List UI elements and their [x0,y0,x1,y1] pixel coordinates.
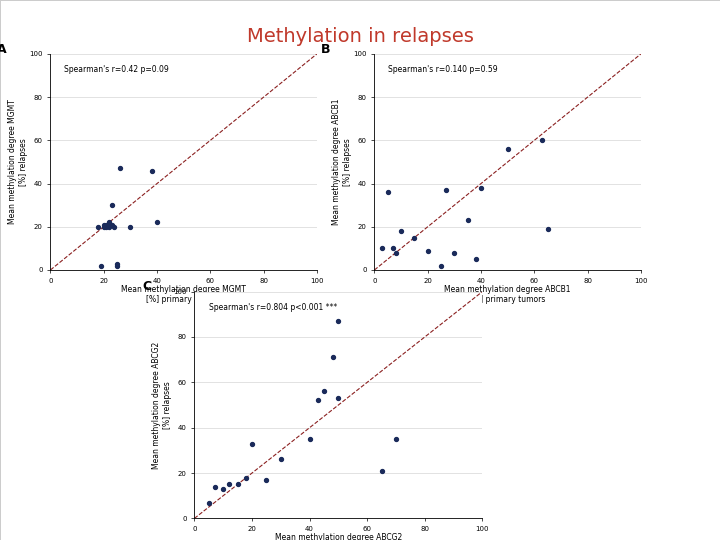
Point [98,220,109,229]
X-axis label: Mean methylation degree ABCB1
[%] primary tumors: Mean methylation degree ABCB1 [%] primar… [444,285,571,305]
Point [106,220,117,229]
Point [333,394,344,402]
Point [462,216,474,225]
Point [333,317,344,326]
Point [435,261,446,270]
Y-axis label: Mean methylation degree MGMT
[%] relapses: Mean methylation degree MGMT [%] relapse… [9,99,28,225]
Point [409,233,420,242]
Point [390,435,402,443]
Point [449,248,460,257]
Point [146,166,158,175]
Point [318,387,330,396]
Text: Spearman's r=0.804 p<0.001 ***: Spearman's r=0.804 p<0.001 *** [209,303,337,312]
Point [541,225,553,233]
Point [223,480,235,489]
Point [304,435,315,443]
Point [106,201,117,210]
X-axis label: Mean methylation degree MGMT
[%] primary tumors: Mean methylation degree MGMT [%] primary… [121,285,246,305]
Point [422,246,433,255]
Y-axis label: Mean methylation degree ABCB1
[%] relapses: Mean methylation degree ABCB1 [%] relaps… [333,99,352,225]
Point [114,164,125,173]
Point [109,222,120,231]
Point [441,186,452,194]
Point [151,218,163,227]
Point [377,244,388,253]
Point [470,255,482,264]
Point [382,188,394,197]
Point [103,218,114,227]
Point [261,476,272,484]
Point [275,455,287,464]
Y-axis label: Mean methylation degree ABCG2
[%] relapses: Mean methylation degree ABCG2 [%] relaps… [153,341,172,469]
Point [475,184,487,192]
Point [376,467,387,475]
Point [502,145,513,153]
Point [395,227,407,235]
Point [217,484,229,493]
Point [390,248,402,257]
Point [387,244,399,253]
Point [98,222,109,231]
Point [246,439,258,448]
Text: B: B [321,43,330,56]
Point [101,222,112,231]
Point [240,473,252,482]
Point [103,222,114,231]
Point [232,480,243,489]
Text: C: C [143,280,152,293]
Point [101,220,112,229]
Text: Spearman's r=0.140 p=0.59: Spearman's r=0.140 p=0.59 [388,65,498,74]
Point [536,136,548,145]
Point [312,396,324,405]
Text: Spearman's r=0.42 p=0.09: Spearman's r=0.42 p=0.09 [64,65,168,74]
Point [95,261,107,270]
Text: A: A [0,43,6,56]
Point [111,259,122,268]
Point [203,498,215,507]
Point [125,222,136,231]
Text: Methylation in relapses: Methylation in relapses [246,27,474,46]
Point [209,482,220,491]
X-axis label: Mean methylation degree ABCG2
[%] primary tumors: Mean methylation degree ABCG2 [%] primar… [275,534,402,540]
Point [327,353,338,362]
Point [111,261,122,270]
Point [93,222,104,231]
